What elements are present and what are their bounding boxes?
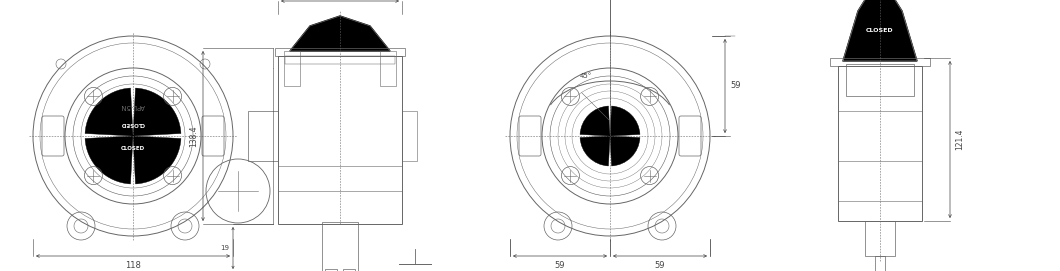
Bar — [874, 256, 885, 271]
Bar — [379, 51, 396, 86]
Bar — [285, 56, 395, 64]
Wedge shape — [610, 136, 640, 166]
Bar — [402, 111, 417, 161]
Bar — [284, 51, 300, 86]
Text: CLOSED: CLOSED — [121, 121, 145, 127]
Text: 138.4: 138.4 — [189, 125, 198, 147]
Bar — [275, 48, 405, 56]
Bar — [325, 269, 337, 271]
Bar — [846, 64, 914, 96]
Polygon shape — [843, 0, 917, 61]
Text: 45°: 45° — [580, 73, 593, 79]
Text: CLOSED: CLOSED — [866, 28, 894, 34]
Bar — [343, 269, 355, 271]
Text: 59: 59 — [730, 82, 741, 91]
Text: CLOSED: CLOSED — [121, 146, 145, 150]
Bar — [830, 58, 930, 66]
Text: 59: 59 — [655, 261, 666, 270]
Bar — [278, 56, 402, 224]
Bar — [838, 66, 922, 221]
Wedge shape — [132, 88, 181, 136]
Wedge shape — [132, 136, 181, 184]
Bar — [322, 222, 358, 271]
Bar — [865, 221, 895, 256]
Wedge shape — [610, 106, 640, 136]
Text: 118: 118 — [125, 261, 141, 270]
Bar — [248, 111, 278, 161]
Wedge shape — [85, 88, 132, 136]
Text: 19: 19 — [220, 245, 229, 251]
Wedge shape — [580, 136, 610, 166]
Text: 59: 59 — [554, 261, 565, 270]
Text: 121.4: 121.4 — [955, 129, 964, 150]
Wedge shape — [580, 106, 610, 136]
Polygon shape — [290, 16, 390, 51]
Text: APL-5N: APL-5N — [121, 103, 145, 109]
Wedge shape — [85, 136, 132, 184]
